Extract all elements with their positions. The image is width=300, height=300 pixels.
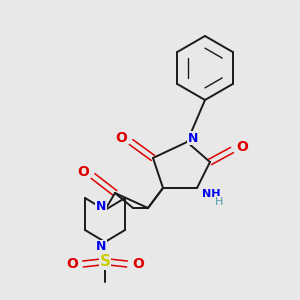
Text: N: N xyxy=(96,200,106,214)
Text: O: O xyxy=(77,165,89,179)
Text: H: H xyxy=(215,197,223,207)
Text: N: N xyxy=(96,241,106,254)
Text: O: O xyxy=(236,140,248,154)
Text: NH: NH xyxy=(202,189,220,199)
Text: O: O xyxy=(115,131,127,145)
Text: S: S xyxy=(100,254,110,269)
Text: O: O xyxy=(132,257,144,271)
Text: O: O xyxy=(66,257,78,271)
Text: N: N xyxy=(188,131,198,145)
